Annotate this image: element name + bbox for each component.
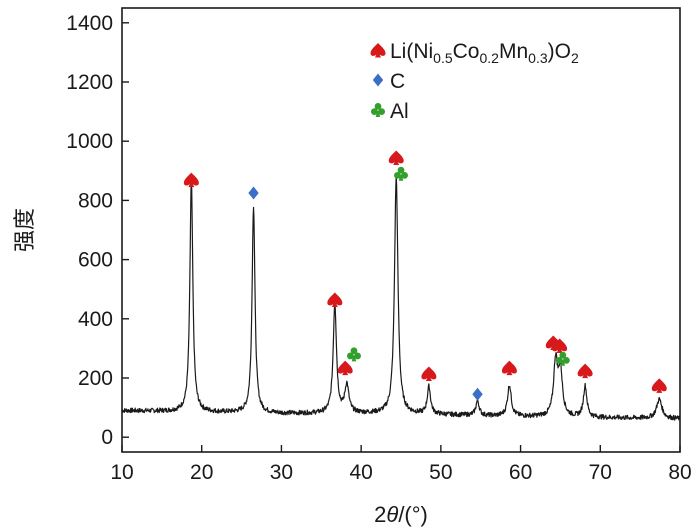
spade-shape [370, 43, 386, 58]
club-leaf [346, 352, 354, 360]
club-leaf [374, 103, 382, 110]
spade-shape [651, 378, 667, 393]
x-tick-label: 50 [429, 461, 452, 484]
y-tick-label: 1000 [66, 130, 113, 153]
club-peak-marker [394, 166, 408, 181]
x-tick-label: 70 [589, 461, 612, 484]
legend-label: Li(Ni0.5Co0.2Mn0.3)O2 [390, 40, 579, 66]
diamond-shape [372, 73, 384, 87]
spade-shape [552, 338, 568, 353]
spade-peak-marker [577, 363, 593, 379]
x-axis-label: 2θ/(°) [374, 502, 428, 527]
x-tick-label: 80 [668, 461, 691, 484]
legend-label: C [390, 70, 405, 93]
y-tick-label: 1400 [66, 12, 113, 35]
y-tick-label: 1200 [66, 71, 113, 94]
diamond-shape [248, 186, 259, 200]
club-leaf [559, 351, 567, 359]
plot-area [121, 175, 681, 421]
legend-label: Al [390, 100, 409, 123]
spade-shape [337, 360, 353, 376]
club-leaf [354, 352, 361, 360]
club-stem [375, 111, 381, 117]
plot-frame [121, 7, 681, 453]
club-leaf [555, 356, 563, 364]
club-stem [560, 359, 566, 366]
spade-peak-marker [552, 338, 568, 353]
spade-shape [327, 292, 343, 308]
spade-shape [577, 363, 593, 379]
spade-peak-marker [183, 172, 199, 188]
legend-club-icon [371, 103, 385, 117]
y-tick-label: 0 [101, 426, 113, 449]
y-tick-label: 200 [78, 367, 113, 390]
club-leaf [401, 171, 408, 179]
club-stem [398, 174, 404, 181]
spade-shape [421, 366, 437, 382]
spade-peak-marker [651, 378, 667, 393]
club-peak-marker [346, 347, 361, 362]
diamond-peak-marker [472, 387, 483, 401]
spade-peak-marker [327, 292, 343, 308]
club-leaf [563, 356, 570, 364]
x-tick-label: 10 [110, 461, 133, 484]
spade-peak-marker [337, 360, 353, 376]
spade-peak-marker [388, 150, 404, 165]
y-tick-label: 600 [78, 249, 113, 272]
club-leaf [397, 166, 405, 174]
x-tick-label: 60 [509, 461, 532, 484]
spade-shape [501, 360, 517, 376]
y-tick-label: 400 [78, 308, 113, 331]
axes: 10 20 30 40 50 60 70 80020040060080010001200140… [66, 7, 692, 484]
x-tick-label: 30 [270, 461, 293, 484]
peak-markers [183, 150, 667, 401]
legend: Li(Ni0.5Co0.2Mn0.3)O2 C Al [370, 40, 579, 123]
x-tick-label: 40 [349, 461, 372, 484]
y-axis-label: 强度 [12, 208, 37, 252]
club-leaf [371, 108, 378, 115]
club-leaf [350, 347, 358, 355]
club-leaf [394, 171, 401, 179]
spade-shape [183, 172, 199, 188]
diamond-peak-marker [248, 186, 259, 200]
club-peak-marker [555, 351, 570, 366]
diamond-shape [472, 387, 483, 401]
legend-diamond-icon [372, 73, 384, 87]
legend-spade-icon [370, 43, 386, 58]
club-stem [351, 355, 357, 362]
spade-peak-marker [501, 360, 517, 376]
x-tick-label: 20 [190, 461, 213, 484]
xrd-pattern-line [121, 175, 681, 421]
club-leaf [378, 108, 385, 115]
spade-shape [388, 150, 404, 165]
spade-peak-marker [421, 366, 437, 382]
y-tick-label: 800 [78, 189, 113, 212]
